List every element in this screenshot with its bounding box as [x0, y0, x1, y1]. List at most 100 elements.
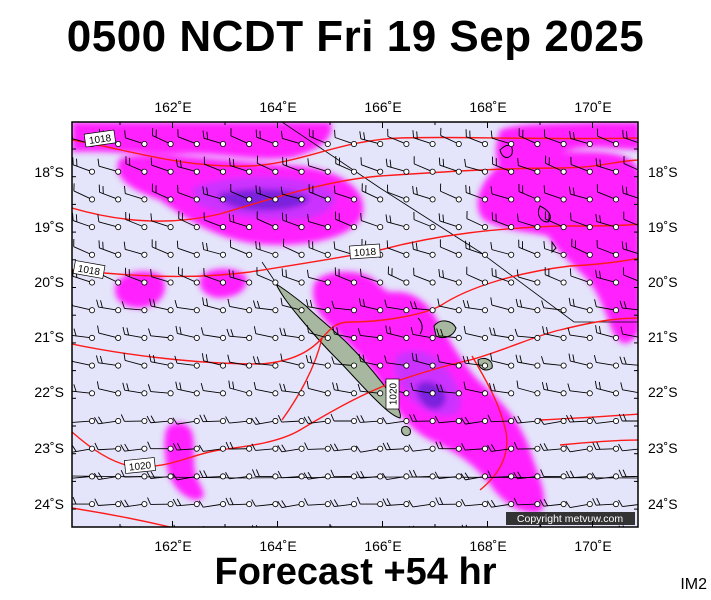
wind-barb [595, 213, 619, 231]
wind-barb [490, 297, 515, 314]
wind-barb [173, 524, 178, 527]
wind-barb [332, 382, 357, 397]
wind-barb [408, 444, 436, 452]
wind-barb [514, 328, 541, 341]
wind-barb [202, 297, 226, 314]
wind-barb [465, 184, 488, 203]
wind-barb [303, 416, 331, 424]
isobar-label-text: 1018 [77, 264, 101, 279]
wind-barb [253, 326, 279, 341]
wind-barb [95, 355, 122, 369]
lon-label-top: 166˚E [364, 99, 401, 115]
wind-barb [543, 240, 567, 258]
wind-barb [435, 497, 462, 508]
wind-barb [382, 472, 410, 480]
wind-barb [387, 128, 410, 147]
wind-barb [356, 415, 384, 424]
wind-barb [94, 416, 122, 425]
wind-barb [334, 129, 357, 147]
wind-barb [228, 380, 253, 397]
wind-barb [225, 441, 253, 452]
wind-barb [202, 130, 226, 147]
wind-barb [515, 298, 541, 314]
wind-barb [230, 128, 253, 147]
wind-barb [308, 128, 331, 147]
wind-barb [120, 443, 148, 452]
wind-barb [97, 325, 122, 341]
wind-barb [571, 238, 593, 258]
wind-barb [412, 185, 436, 203]
wind-barb [385, 214, 410, 231]
wind-barb [518, 239, 541, 258]
lon-label-top: 164˚E [259, 99, 296, 115]
wind-barb [570, 212, 593, 231]
lat-label-right: 23˚S [648, 440, 678, 456]
wind-barb [147, 441, 174, 452]
wind-barb [623, 155, 638, 172]
wind-barb [279, 383, 305, 397]
wind-barb [436, 328, 462, 341]
wind-barb [306, 380, 331, 397]
wind-barb [305, 299, 331, 314]
wind-barb [595, 325, 619, 341]
axis-ticks [72, 122, 638, 527]
wind-barb [360, 212, 384, 231]
wind-barb [149, 298, 174, 314]
wind-barb [256, 267, 279, 286]
isle-of-pines [401, 425, 411, 437]
isobar-label-text: 1018 [354, 247, 377, 260]
wind-barb [333, 185, 357, 203]
wind-barb [174, 299, 200, 314]
lon-labels-bottom: 162˚E 164˚E 166˚E 168˚E 170˚E [154, 538, 611, 554]
wind-barb [620, 382, 638, 394]
map-frame [71, 121, 639, 528]
wind-barb [203, 268, 226, 286]
wind-barb [177, 184, 200, 203]
wind-barb [461, 498, 488, 508]
wind-barb [515, 354, 541, 369]
wind-barb [410, 382, 436, 397]
isobar-label-3: 1018 [72, 260, 106, 279]
wind-barb [541, 381, 567, 397]
wind-barb [357, 328, 384, 341]
wind-barb [541, 356, 567, 369]
wind-barb [307, 158, 331, 175]
wind-barb [280, 130, 305, 147]
wind-barb [150, 269, 174, 286]
wind-barb [355, 445, 384, 453]
wind-barb [123, 352, 148, 369]
wind-barb [386, 184, 410, 203]
wind-barb [544, 267, 567, 286]
wind-barb [172, 417, 200, 425]
wind-barb [97, 214, 122, 231]
wind-barb [178, 266, 200, 286]
wind-barb [202, 242, 226, 258]
wind-barb [98, 240, 122, 258]
wind-barb [280, 186, 305, 203]
new-caledonia-landmass [274, 282, 401, 419]
wind-barb [544, 211, 567, 231]
wind-barb [513, 415, 541, 424]
wind-barb [332, 326, 357, 341]
wind-barb [172, 442, 200, 452]
lon-label-top: 170˚E [574, 99, 611, 115]
wind-barb [623, 211, 638, 227]
precip-area-south [164, 422, 204, 500]
wind-barb [621, 241, 638, 255]
lat-label-left: 24˚S [34, 496, 64, 512]
wind-barb [618, 499, 638, 507]
isobar-label-4: 1020 [385, 378, 400, 410]
wind-barb [385, 158, 410, 175]
wind-barb [516, 269, 541, 286]
wind-barb [592, 497, 619, 508]
wind-barb [305, 354, 331, 369]
wind-barb [591, 416, 619, 424]
wind-barb [125, 156, 148, 175]
wind-barb [151, 239, 174, 258]
wind-barb [120, 470, 148, 480]
wind-barb [490, 242, 515, 258]
wind-barb [177, 129, 200, 147]
wind-barb [566, 414, 593, 424]
wind-barb [225, 497, 253, 508]
wind-barb [543, 185, 567, 203]
